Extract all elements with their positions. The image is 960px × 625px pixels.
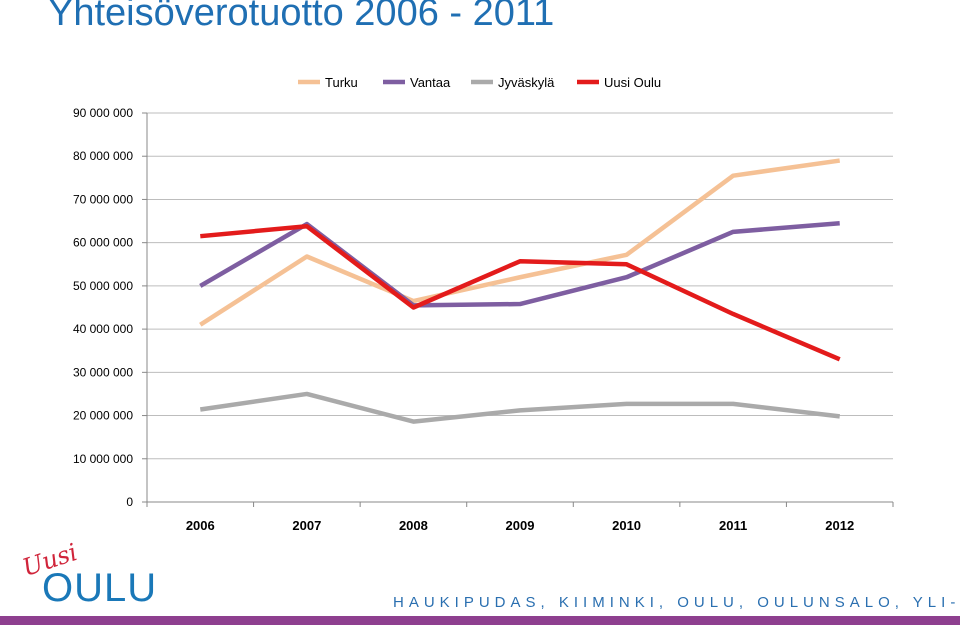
page-title: Yhteisöverotuotto 2006 - 2011 <box>48 0 555 34</box>
x-axis-ticks: 2006 2007 2008 2009 2010 2011 2012 <box>146 502 894 533</box>
footer-municipalities: HAUKIPUDAS, KIIMINKI, OULU, OULUNSALO, Y… <box>393 594 960 611</box>
gridlines <box>146 112 893 503</box>
uusi-oulu-logo: Uusi OULU <box>18 538 178 610</box>
y-tick-label: 40 000 000 <box>73 322 133 336</box>
x-tick-label: 2012 <box>825 518 854 533</box>
y-tick-label: 50 000 000 <box>73 279 133 293</box>
y-tick-label: 10 000 000 <box>73 452 133 466</box>
legend-label: Turku <box>325 75 358 90</box>
legend: Turku Vantaa Jyväskylä Uusi Oulu <box>298 75 661 90</box>
series-line-turku <box>199 158 841 327</box>
y-tick-label: 30 000 000 <box>73 365 133 379</box>
y-tick-label: 90 000 000 <box>73 106 133 120</box>
x-tick-label: 2007 <box>292 518 321 533</box>
x-tick-label: 2008 <box>399 518 428 533</box>
y-tick-label: 60 000 000 <box>73 236 133 250</box>
footer-bar <box>0 616 960 625</box>
x-tick-label: 2009 <box>506 518 535 533</box>
x-tick-label: 2011 <box>719 518 747 533</box>
y-tick-label: 80 000 000 <box>73 149 133 163</box>
y-axis-ticks: 0 10 000 000 20 000 000 30 000 000 40 000 00… <box>73 106 147 509</box>
series-line-uusi-oulu <box>200 223 841 362</box>
legend-label: Uusi Oulu <box>604 75 661 90</box>
y-tick-label: 0 <box>126 495 133 509</box>
x-tick-label: 2006 <box>186 518 215 533</box>
x-tick-label: 2010 <box>612 518 641 533</box>
line-chart: 0 10 000 000 20 000 000 30 000 000 40 000 00… <box>73 75 894 533</box>
legend-label: Vantaa <box>410 75 451 90</box>
y-tick-label: 20 000 000 <box>73 409 133 423</box>
logo-main-text: OULU <box>42 566 158 610</box>
legend-label: Jyväskylä <box>498 75 555 90</box>
series-lines <box>199 158 841 424</box>
y-tick-label: 70 000 000 <box>73 192 133 206</box>
series-line-jyväskylä <box>199 391 840 424</box>
